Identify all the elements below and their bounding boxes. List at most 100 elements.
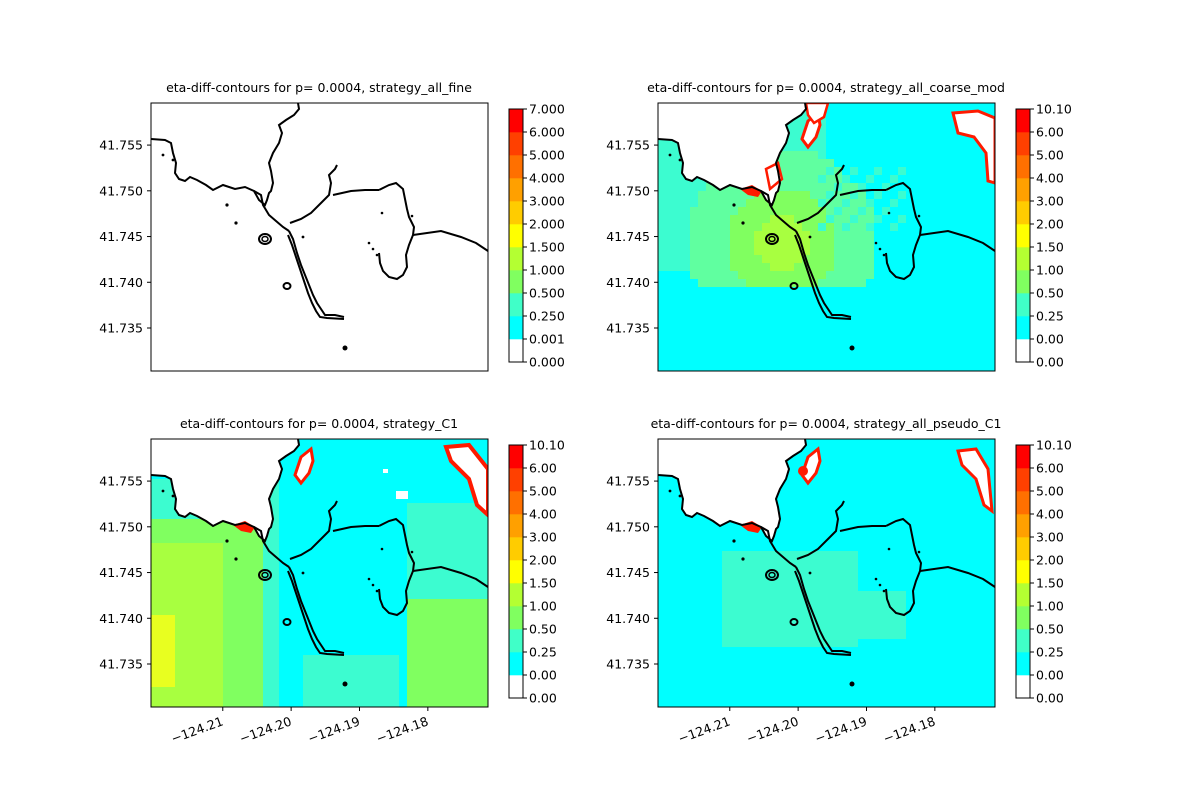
y-tick-label: 41.740 — [606, 275, 650, 290]
colorbar: 0.000 0.001 0.250 0.500 1.000 1.500 2.000 3.000… — [508, 102, 565, 370]
x-tick-label: −124.18 — [374, 713, 430, 746]
y-tick-label: 41.735 — [99, 321, 143, 336]
colorbar-segment — [509, 339, 523, 363]
colorbar-label: 10.10 — [529, 438, 565, 453]
colorbar-segment — [1016, 155, 1030, 179]
colorbar-segment — [1016, 468, 1030, 492]
colorbar-label: 10.10 — [1036, 102, 1072, 117]
colorbar-segment — [509, 316, 523, 340]
colorbar-label: 0.500 — [529, 286, 565, 301]
x-tick-label: −124.21 — [169, 713, 225, 746]
colorbar-label: 0.00 — [1036, 668, 1064, 683]
y-axis: 41.755 41.750 41.745 41.740 41.735 — [99, 138, 151, 336]
y-tick-label: 41.755 — [99, 138, 143, 153]
colorbar-label: 6.00 — [1036, 125, 1064, 140]
x-tick-label: −124.20 — [744, 713, 800, 746]
y-tick-label: 41.750 — [99, 519, 143, 534]
colorbar-segment — [509, 468, 523, 492]
colorbar-label: 3.000 — [529, 194, 565, 209]
colorbar-segment — [509, 178, 523, 202]
y-tick-label: 41.740 — [99, 611, 143, 626]
colorbar-segment — [509, 155, 523, 179]
colorbar-label: 3.00 — [1036, 530, 1064, 545]
y-tick-label: 41.750 — [606, 519, 650, 534]
colorbar-segment — [1016, 247, 1030, 271]
colorbar-label: 2.00 — [529, 553, 557, 568]
colorbar: 0.00 0.00 0.25 0.50 1.00 1.50 2.00 3.00 4.00 5.00… — [1015, 102, 1072, 370]
y-axis: 41.755 41.750 41.745 41.740 41.735 — [606, 138, 658, 336]
y-tick-label: 41.750 — [606, 183, 650, 198]
colorbar-label: 0.250 — [529, 309, 565, 324]
panel-title: eta-diff-contours for p= 0.0004, strateg… — [651, 416, 1002, 431]
colorbar-segment — [509, 247, 523, 271]
panel-strategy-all-pseudo-c1: eta-diff-contours for p= 0.0004, strateg… — [606, 416, 1072, 746]
colorbar-label: 5.00 — [1036, 148, 1064, 163]
colorbar-label: 0.25 — [529, 645, 557, 660]
colorbar-segment — [1016, 201, 1030, 225]
colorbar-label: 1.50 — [1036, 576, 1064, 591]
colorbar-label: 0.25 — [1036, 309, 1064, 324]
colorbar-label: 4.00 — [529, 507, 557, 522]
panel-strategy-c1: eta-diff-contours for p= 0.0004, strateg… — [99, 416, 565, 746]
y-tick-label: 41.750 — [99, 183, 143, 198]
colorbar-label: 7.000 — [529, 102, 565, 117]
colorbar-label: 0.000 — [529, 355, 565, 370]
colorbar-segment — [1016, 224, 1030, 248]
colorbar-segment — [509, 652, 523, 676]
colorbar-label: 5.00 — [1036, 484, 1064, 499]
y-tick-label: 41.755 — [606, 138, 650, 153]
colorbar-label: 2.000 — [529, 217, 565, 232]
colorbar-label: 1.000 — [529, 263, 565, 278]
colorbar-segment — [1016, 491, 1030, 515]
colorbar-segment — [509, 270, 523, 294]
colorbar-label: 1.50 — [1036, 240, 1064, 255]
colorbar-label: 0.00 — [529, 668, 557, 683]
panel-strategy-all-fine: eta-diff-contours for p= 0.0004, strateg… — [99, 80, 565, 372]
colorbar-segment — [509, 201, 523, 225]
y-tick-label: 41.745 — [99, 565, 143, 580]
colorbar-label: 3.00 — [529, 530, 557, 545]
colorbar: 0.00 0.00 0.25 0.50 1.00 1.50 2.00 3.00 4.00 5.00… — [508, 438, 565, 706]
panel-strategy-all-coarse-mod: eta-diff-contours for p= 0.0004, strateg… — [606, 80, 1072, 372]
colorbar-segment — [509, 629, 523, 653]
colorbar-label: 4.000 — [529, 171, 565, 186]
colorbar-label: 4.00 — [1036, 507, 1064, 522]
colorbar-segment — [509, 675, 523, 699]
colorbar-segment — [1016, 316, 1030, 340]
colorbar-segment — [1016, 675, 1030, 699]
y-tick-label: 41.745 — [99, 229, 143, 244]
x-tick-label: −124.18 — [881, 713, 937, 746]
colorbar-segment — [1016, 514, 1030, 538]
y-tick-label: 41.735 — [99, 657, 143, 672]
colorbar-segment — [1016, 583, 1030, 607]
panel-title: eta-diff-contours for p= 0.0004, strateg… — [166, 80, 472, 95]
colorbar-segment — [509, 445, 523, 469]
colorbar-label: 10.10 — [1036, 438, 1072, 453]
colorbar-segment — [509, 491, 523, 515]
colorbar-segment — [509, 132, 523, 156]
y-tick-label: 41.740 — [606, 611, 650, 626]
colorbar-segment — [1016, 606, 1030, 630]
y-axis: 41.755 41.750 41.745 41.740 41.735 — [99, 474, 151, 672]
colorbar-label: 5.000 — [529, 148, 565, 163]
colorbar-segment — [1016, 109, 1030, 133]
colorbar-label: 4.00 — [1036, 171, 1064, 186]
colorbar-segment — [509, 583, 523, 607]
colorbar-segment — [1016, 629, 1030, 653]
colorbar-label: 6.00 — [529, 461, 557, 476]
colorbar-label: 0.25 — [1036, 645, 1064, 660]
colorbar-label: 5.00 — [529, 484, 557, 499]
x-tick-label: −124.19 — [813, 713, 869, 746]
colorbar-segment — [1016, 293, 1030, 317]
colorbar-label: 2.00 — [1036, 553, 1064, 568]
colorbar-segment — [1016, 339, 1030, 363]
y-axis: 41.755 41.750 41.745 41.740 41.735 — [606, 474, 658, 672]
colorbar-segment — [1016, 178, 1030, 202]
colorbar-label: 1.50 — [529, 576, 557, 591]
colorbar-label: 2.00 — [1036, 217, 1064, 232]
colorbar-segment — [1016, 652, 1030, 676]
colorbar-segment — [1016, 445, 1030, 469]
colorbar-label: 1.00 — [1036, 599, 1064, 614]
panel-title: eta-diff-contours for p= 0.0004, strateg… — [180, 416, 458, 431]
